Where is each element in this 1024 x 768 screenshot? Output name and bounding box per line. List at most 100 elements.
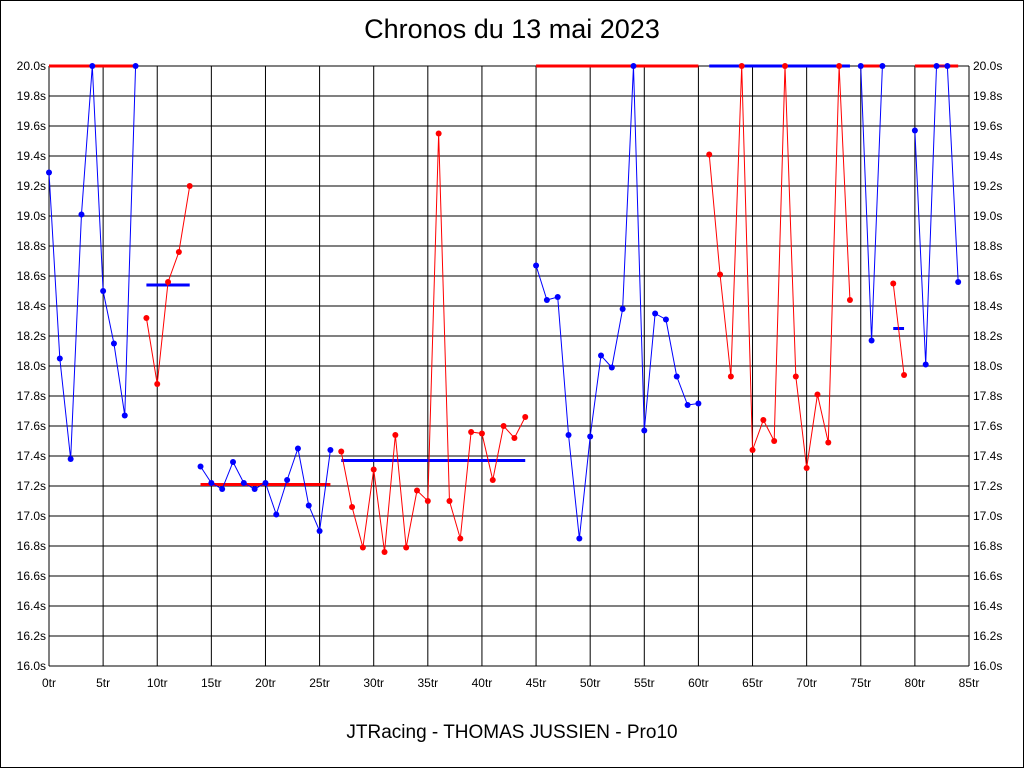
x-tick-label: 55tr [634,676,655,690]
data-point [641,427,648,434]
y-tick-label: 17.2s [17,479,46,493]
data-point [608,364,615,371]
series-line [535,65,699,539]
data-point [175,249,182,255]
x-tick-label: 45tr [526,676,547,690]
data-point [619,306,626,312]
series-line [708,65,851,469]
data-point [522,414,529,420]
data-point [414,487,420,494]
data-point [760,417,767,423]
data-point [392,432,399,438]
y-tick-label: 17.2s [973,479,1002,493]
x-tick-label: 0tr [42,676,56,690]
data-point [868,337,875,344]
data-point [154,381,161,387]
y-tick-label: 18.6s [973,269,1002,283]
data-point [652,310,659,317]
data-point [457,535,464,542]
data-point [316,528,323,534]
data-point [78,211,85,218]
y-tick-label: 19.6s [973,119,1002,133]
data-point [446,498,453,504]
data-point [771,438,778,444]
y-tick-label: 20.0s [973,59,1002,73]
data-point [165,279,172,285]
y-tick-label: 16.8s [17,539,46,553]
y-tick-label: 17.6s [973,419,1002,433]
x-tick-label: 35tr [417,676,438,690]
data-point [727,373,734,380]
data-point [511,435,518,441]
data-point [67,456,74,462]
x-tick-label: 15tr [201,676,222,690]
y-tick-label: 19.2s [17,179,46,193]
y-tick-label: 18.2s [973,329,1002,343]
data-point [262,480,269,486]
data-point [489,477,496,483]
data-point [100,288,107,294]
data-point [251,486,258,492]
y-tick-label: 20.0s [17,59,46,73]
y-tick-label: 19.4s [17,149,46,163]
average-lines [49,64,959,486]
data-point [782,63,788,69]
data-point [230,459,236,465]
x-tick-label: 50tr [580,676,601,690]
y-tick-label: 17.4s [973,449,1002,463]
data-point [738,63,745,69]
data-point [403,544,410,551]
y-tick-label: 19.4s [973,149,1002,163]
y-tick-label: 16.4s [17,599,46,613]
data-point [749,447,756,453]
series-lines [48,65,959,553]
data-point [338,448,345,455]
data-point [792,373,799,380]
x-tick-label: 85tr [959,676,980,690]
y-tick-label: 17.8s [973,389,1002,403]
y-tick-label: 19.0s [973,209,1002,223]
data-point [132,63,139,69]
data-point [533,262,540,269]
y-tick-label: 18.4s [973,299,1002,313]
y-tick-label: 18.8s [17,239,46,253]
y-tick-label: 19.8s [17,89,46,103]
grid-lines [48,65,970,667]
data-point [825,439,832,446]
data-point [836,63,843,69]
x-tick-label: 60tr [688,676,709,690]
data-point [381,549,388,555]
data-point [294,445,301,452]
y-tick-label: 16.0s [973,659,1002,673]
data-point [219,486,226,492]
data-point [717,271,724,278]
data-point [803,465,810,471]
data-point [240,480,247,486]
y-tick-label: 16.2s [973,629,1002,643]
data-point [684,402,691,408]
data-point [56,355,63,362]
chart-footer: JTRacing - THOMAS JUSSIEN - Pro10 [346,722,678,743]
y-tick-label: 19.8s [973,89,1002,103]
data-point [554,294,561,300]
data-point [543,297,550,303]
y-tick-label: 16.2s [17,629,46,643]
series-line [892,283,905,376]
data-point [846,297,853,303]
series-line [340,133,526,553]
data-point [673,373,680,380]
data-point [587,433,594,440]
data-point [662,316,669,323]
series-line [860,65,883,341]
data-point [478,430,485,437]
x-axis-labels: 0tr 5tr 10tr 15tr 20tr 25tr 30tr 35tr 40tr 45tr 50… [42,676,979,690]
x-tick-label: 75tr [850,676,871,690]
data-point [208,480,215,486]
x-tick-label: 40tr [472,676,493,690]
y-tick-label: 16.6s [973,569,1002,583]
data-point [305,502,312,509]
y-tick-label: 19.0s [17,209,46,223]
x-tick-label: 30tr [363,676,384,690]
data-point [424,498,431,504]
